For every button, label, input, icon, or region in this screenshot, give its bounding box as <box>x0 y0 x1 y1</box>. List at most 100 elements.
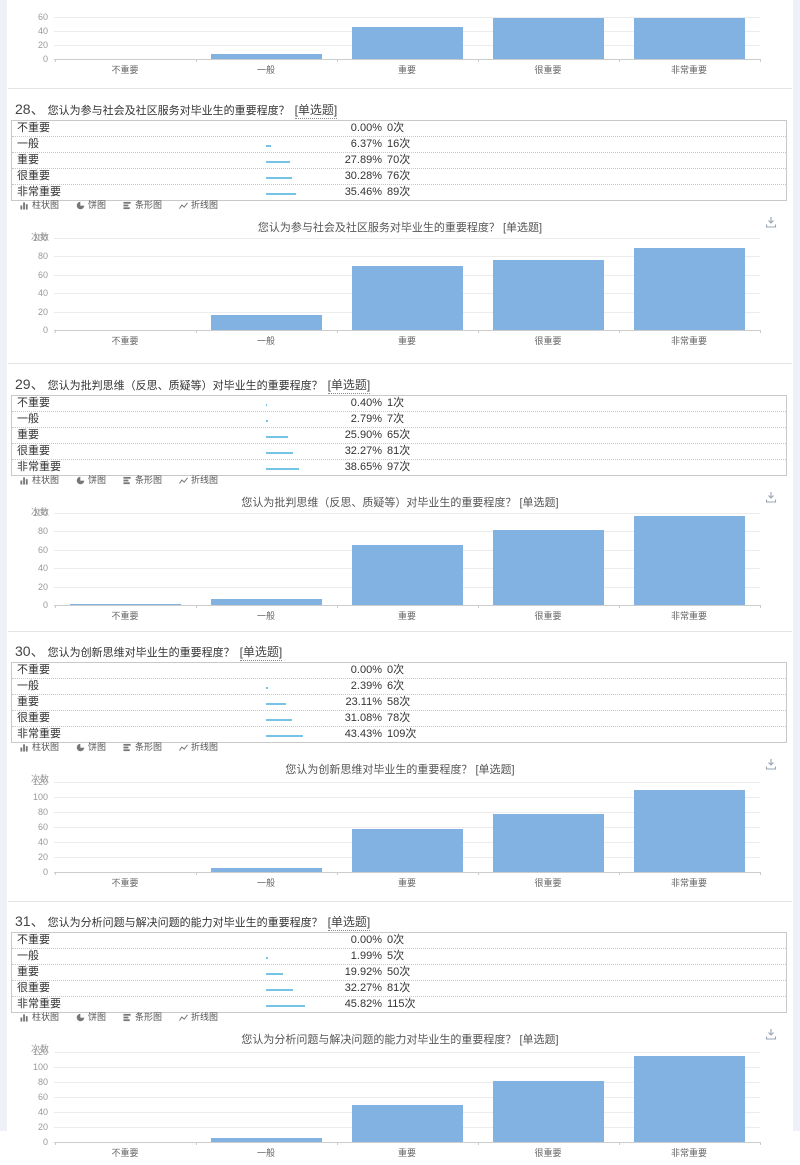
chart-type-horizontal-bar-chart-button[interactable]: 条形图 <box>123 475 162 485</box>
results-content: 0 20 40 60 不重要 一般 重要 很重要 非常重要 28、 您认为参与社会及社区服务对毕业生… <box>8 0 792 1158</box>
gridline <box>54 531 760 533</box>
chart-type-column-chart-button[interactable]: 柱状图 <box>20 200 59 210</box>
download-icon <box>765 1029 777 1040</box>
x-axis-tick <box>618 330 620 333</box>
chart-bar <box>351 1104 463 1142</box>
chart-type-line-chart-button[interactable]: 折线图 <box>179 200 218 210</box>
gridline <box>54 812 760 813</box>
y-tick-label: 100 <box>32 233 48 243</box>
y-axis-label: 次数 <box>30 1044 49 1054</box>
chart-toolbar: 柱状图 饼图 条形图 折线图 <box>20 1011 218 1023</box>
chart-type-label: 柱状图 <box>32 1012 60 1022</box>
table-row: 很重要 30.28% 76次 <box>12 168 786 184</box>
option-percent-bar <box>266 1005 305 1007</box>
option-label: 很重要 <box>17 982 50 994</box>
y-tick-label: 60 <box>37 269 48 280</box>
chart-bar <box>210 54 322 59</box>
x-axis-category-label: 非常重要 <box>670 65 707 75</box>
option-count: 76次 <box>387 170 411 182</box>
x-axis-tick <box>195 605 197 608</box>
table-row: 一般 1.99% 5次 <box>12 948 786 964</box>
download-chart-image-button[interactable] <box>764 757 778 771</box>
x-axis-tick <box>336 1142 338 1145</box>
question-title-text: 您认为参与社会及社区服务对毕业生的重要程度？ <box>47 105 290 117</box>
x-axis-category-label: 不重要 <box>111 878 139 888</box>
gridline <box>54 1097 760 1098</box>
x-axis-line <box>54 59 760 60</box>
chart-type-column-chart-button[interactable]: 柱状图 <box>20 475 59 485</box>
option-percent-bar <box>266 957 268 959</box>
chart-type-line-chart-button[interactable]: 折线图 <box>179 475 218 485</box>
chart-bar <box>69 604 181 605</box>
x-axis-tick <box>336 59 338 62</box>
chart-type-pie-chart-button[interactable]: 饼图 <box>76 200 106 210</box>
table-row: 很重要 32.27% 81次 <box>12 443 786 459</box>
chart-type-pie-chart-button[interactable]: 饼图 <box>76 475 106 485</box>
chart-type-label: 折线图 <box>191 742 219 752</box>
download-icon <box>765 492 777 503</box>
x-axis-tick <box>477 605 479 608</box>
option-percent: 1.99% <box>350 950 382 962</box>
option-count: 6次 <box>387 680 405 692</box>
option-label: 重要 <box>17 154 39 166</box>
download-chart-image-button[interactable] <box>764 215 778 229</box>
table-row: 一般 2.39% 6次 <box>12 678 786 694</box>
x-axis-tick <box>477 1142 479 1145</box>
chart-type-label: 条形图 <box>135 475 163 485</box>
horizontal-bar-chart-icon <box>123 201 132 210</box>
y-tick-label: 100 <box>32 508 48 518</box>
x-axis-tick <box>477 59 479 62</box>
gridline <box>54 827 760 828</box>
x-axis-category-label: 非常重要 <box>670 878 707 888</box>
x-axis-category-label: 一般 <box>256 65 275 75</box>
x-axis-category-label: 重要 <box>397 878 416 888</box>
line-chart-icon <box>179 201 188 210</box>
chart-type-pie-chart-button[interactable]: 饼图 <box>76 742 106 752</box>
option-percent: 43.43% <box>344 728 382 740</box>
chart-type-label: 折线图 <box>191 1012 219 1022</box>
chart-type-label: 条形图 <box>135 1012 163 1022</box>
download-chart-image-button[interactable] <box>764 1027 778 1041</box>
chart-type-horizontal-bar-chart-button[interactable]: 条形图 <box>123 1012 162 1022</box>
x-axis-tick <box>618 872 620 875</box>
y-tick-label: 120 <box>32 777 48 787</box>
option-label: 很重要 <box>17 445 50 457</box>
x-axis-category-label: 重要 <box>397 611 416 621</box>
gridline <box>54 238 760 239</box>
download-chart-image-button[interactable] <box>764 490 778 504</box>
chart-type-horizontal-bar-chart-button[interactable]: 条形图 <box>123 742 162 752</box>
x-axis-tick <box>618 1142 620 1145</box>
option-percent: 0.40% <box>350 397 382 409</box>
option-count: 58次 <box>387 696 411 708</box>
table-row: 很重要 31.08% 78次 <box>12 710 786 726</box>
option-percent: 32.27% <box>344 982 382 994</box>
chart-type-pie-chart-button[interactable]: 饼图 <box>76 1012 106 1022</box>
option-count: 97次 <box>387 461 411 473</box>
question-type-tag: [单选题] <box>327 378 371 394</box>
column-chart-icon <box>20 743 29 752</box>
x-axis-tick <box>618 59 620 62</box>
y-tick-label: 20 <box>37 852 48 862</box>
x-axis-tick <box>195 1142 197 1145</box>
option-count: 5次 <box>387 950 405 962</box>
chart-type-line-chart-button[interactable]: 折线图 <box>179 742 218 752</box>
question-title-text: 您认为分析问题与解决问题的能力对毕业生的重要程度？ <box>47 917 323 929</box>
table-row: 重要 27.89% 70次 <box>12 152 786 168</box>
x-axis-category-label: 非常重要 <box>670 1148 707 1158</box>
x-axis-category-label: 重要 <box>397 65 416 75</box>
y-axis-label: 次数 <box>30 507 49 517</box>
chart-type-horizontal-bar-chart-button[interactable]: 条形图 <box>123 200 162 210</box>
gridline <box>54 17 760 18</box>
column-chart-icon <box>20 1013 29 1022</box>
chart-type-line-chart-button[interactable]: 折线图 <box>179 1012 218 1022</box>
option-label: 不重要 <box>17 664 50 676</box>
option-count: 0次 <box>387 934 405 946</box>
x-axis-category-label: 不重要 <box>111 336 139 346</box>
chart-type-column-chart-button[interactable]: 柱状图 <box>20 742 59 752</box>
chart-bar <box>351 26 463 59</box>
x-axis-tick <box>54 872 56 875</box>
option-percent: 0.00% <box>350 664 382 676</box>
y-tick-label: 20 <box>37 581 48 592</box>
chart-type-column-chart-button[interactable]: 柱状图 <box>20 1012 59 1022</box>
